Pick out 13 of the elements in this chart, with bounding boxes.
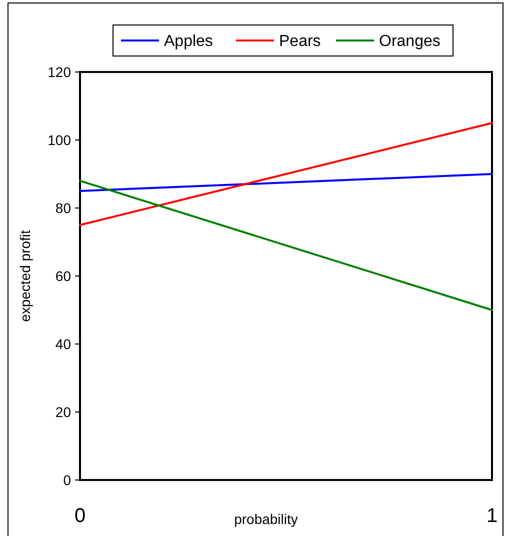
legend-label: Apples — [164, 33, 213, 50]
y-tick-label: 120 — [48, 64, 72, 80]
x-tick-label: 1 — [486, 505, 498, 527]
legend-label: Oranges — [379, 33, 440, 50]
legend-label: Pears — [279, 33, 321, 50]
y-tick-label: 20 — [55, 404, 72, 420]
y-tick-label: 80 — [55, 200, 72, 216]
y-axis-title: expected profit — [17, 230, 33, 322]
y-tick-label: 0 — [63, 472, 72, 488]
x-axis-title: probability — [234, 511, 298, 527]
y-tick-label: 60 — [55, 268, 72, 284]
y-tick-label: 40 — [55, 336, 72, 352]
y-tick-label: 100 — [48, 132, 72, 148]
